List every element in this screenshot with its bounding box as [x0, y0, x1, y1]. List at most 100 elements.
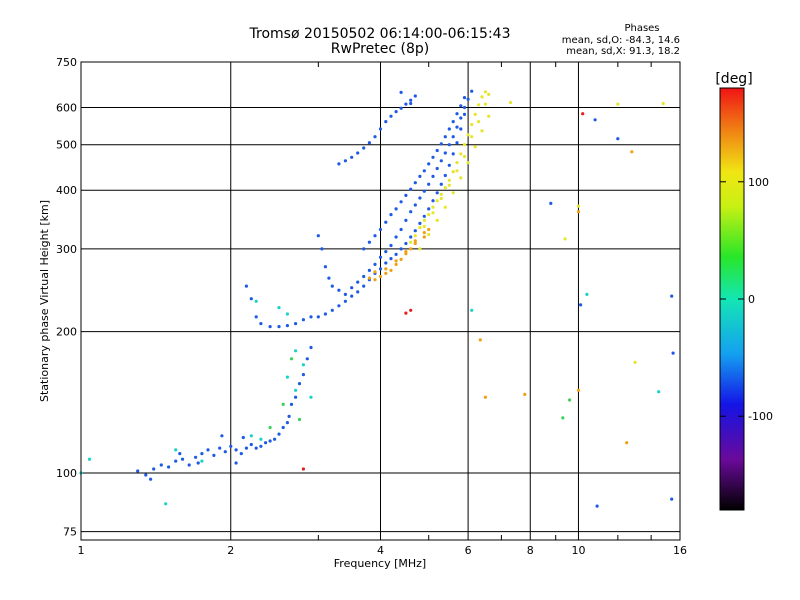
data-point: [595, 504, 599, 508]
data-point: [196, 461, 200, 465]
data-point: [427, 162, 431, 166]
data-point: [409, 247, 413, 251]
data-point: [316, 234, 320, 238]
data-point: [422, 189, 426, 193]
data-point: [144, 473, 148, 477]
data-point: [451, 170, 455, 174]
data-point: [187, 463, 191, 467]
x-tick-label: 10: [571, 544, 585, 557]
data-point: [670, 294, 674, 298]
data-point: [439, 192, 443, 196]
data-point: [427, 227, 431, 232]
x-tick-label: 6: [465, 544, 472, 557]
colorbar-ticks: 100 0 -100: [720, 176, 773, 423]
data-point: [581, 112, 585, 116]
data-point: [301, 467, 305, 471]
data-point: [404, 250, 408, 254]
data-point: [285, 324, 289, 328]
data-point: [399, 227, 403, 232]
data-point: [305, 357, 309, 361]
stats-line-x: mean, sd,X: 91.3, 18.2: [566, 46, 680, 57]
data-point: [399, 200, 403, 204]
data-point: [297, 382, 302, 386]
data-point: [268, 425, 272, 430]
data-point: [413, 181, 417, 185]
data-point: [422, 169, 426, 173]
data-point: [443, 173, 447, 178]
data-point: [285, 312, 289, 316]
data-point: [389, 268, 393, 272]
data-point: [206, 448, 210, 452]
data-point: [422, 224, 426, 228]
data-point: [508, 100, 513, 105]
y-tick-label: 300: [56, 243, 77, 256]
data-point: [431, 211, 435, 215]
data-point: [466, 97, 470, 101]
data-point: [164, 502, 168, 506]
data-point: [378, 127, 383, 131]
data-point: [459, 127, 463, 131]
data-point: [439, 196, 443, 201]
data-point: [373, 270, 377, 274]
data-point: [473, 112, 477, 116]
data-point: [431, 174, 435, 178]
data-point: [350, 155, 354, 159]
stats-heading: Phases: [624, 23, 659, 34]
data-point: [447, 143, 451, 147]
data-point: [630, 150, 634, 154]
data-point: [451, 135, 455, 139]
data-point: [487, 114, 491, 118]
data-point: [174, 448, 178, 452]
data-point: [462, 105, 467, 110]
data-point: [409, 240, 413, 244]
data-point: [180, 457, 185, 461]
data-point: [427, 213, 431, 217]
y-tick-label: 200: [56, 326, 77, 339]
data-point: [287, 414, 291, 418]
data-point: [409, 235, 413, 239]
data-point: [384, 261, 388, 265]
data-point: [254, 446, 258, 450]
data-point: [249, 297, 253, 301]
data-point: [244, 284, 248, 288]
data-point: [404, 311, 408, 315]
data-point: [478, 338, 482, 342]
tick-layer: 1 2 4 6 8 10 16 75 100 200 300 400 500 600 750: [56, 56, 687, 557]
data-point: [443, 186, 447, 190]
data-point: [563, 237, 567, 241]
data-point: [431, 155, 435, 159]
data-point: [249, 442, 253, 447]
data-point: [327, 276, 331, 280]
data-point: [413, 234, 417, 238]
data-point: [422, 231, 426, 235]
data-point: [413, 239, 417, 243]
data-point: [470, 135, 474, 139]
data-point: [404, 193, 408, 197]
data-point: [633, 360, 637, 364]
data-point: [422, 235, 426, 239]
data-point: [389, 114, 393, 118]
data-point: [427, 207, 431, 211]
data-point: [593, 118, 597, 122]
data-point: [234, 448, 238, 452]
data-point: [356, 290, 360, 294]
x-tick-label: 16: [673, 544, 687, 557]
data-point: [427, 232, 431, 237]
data-point: [244, 446, 248, 450]
data-point: [367, 141, 371, 145]
data-point: [413, 241, 417, 246]
data-point: [462, 154, 467, 159]
data-point: [254, 315, 258, 319]
data-point: [439, 142, 443, 146]
data-point: [447, 127, 451, 131]
data-point: [466, 133, 470, 137]
data-point: [301, 363, 305, 367]
data-point: [337, 162, 341, 166]
data-point: [399, 106, 403, 110]
data-point: [431, 199, 435, 203]
data-point: [435, 191, 439, 195]
data-point: [418, 226, 422, 230]
data-point: [384, 220, 388, 224]
data-point: [152, 467, 156, 471]
data-point: [301, 318, 305, 322]
